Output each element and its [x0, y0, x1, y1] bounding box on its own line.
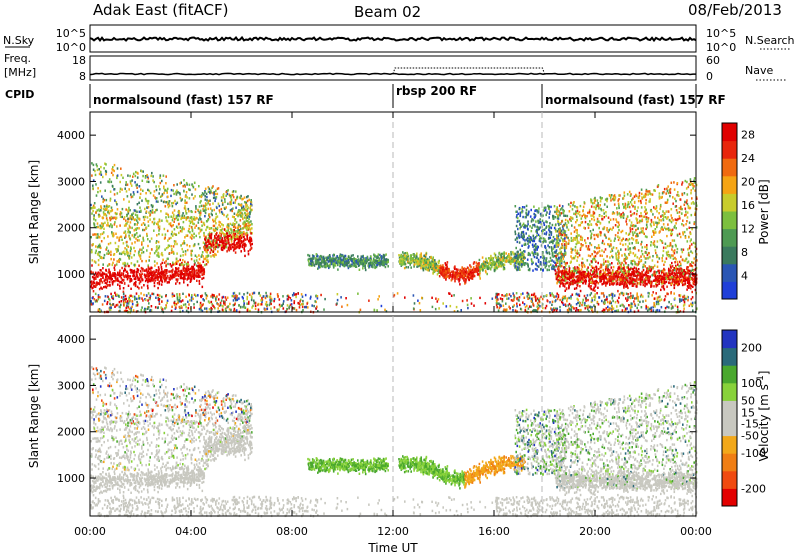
velocity-scatter-cells [90, 366, 698, 517]
velocity-colorbar-tick-15: 15 [741, 407, 755, 420]
station-title: Adak East (fitACF) [93, 1, 228, 19]
velocity-panel: 1000 2000 3000 4000 00:00 04:00 08:00 12:00 16:… [27, 112, 712, 554]
velocity-ytick-label-3000: 3000 [57, 379, 85, 392]
power-ytick-label-3000: 3000 [57, 175, 85, 188]
freq-label: Freq. [4, 52, 31, 65]
velocity-ytick-label-2000: 2000 [57, 426, 85, 439]
x-axis-label: Time UT [367, 541, 418, 554]
velocity-colorbar-swatch-4 [722, 418, 737, 436]
power-colorbar: 4 8 12 16 20 24 28 [722, 123, 755, 300]
nsky-label: N.Sky [3, 34, 35, 47]
velocity-colorbar-swatch-5 [722, 400, 737, 418]
power-colorbar-swatch-6 [722, 176, 737, 194]
power-colorbar-tick-4: 4 [741, 270, 748, 283]
velocity-colorbar-swatch-8 [722, 348, 737, 366]
power-colorbar-swatch-9 [722, 123, 737, 141]
velocity-ytick-label-4000: 4000 [57, 333, 85, 346]
velocity-ytick-label-1000: 1000 [57, 472, 85, 485]
power-colorbar-swatch-8 [722, 141, 737, 159]
x-tick-label-2: 08:00 [276, 525, 308, 538]
velocity-colorbar-swatch-1 [722, 471, 737, 489]
freq-tick-top: 18 [72, 54, 86, 67]
power-colorbar-swatch-2 [722, 246, 737, 264]
velocity-colorbar-swatch-9 [722, 330, 737, 348]
power-scatter-cells [90, 162, 698, 313]
freq-strip-frame [90, 56, 696, 80]
power-colorbar-tick-8: 8 [741, 246, 748, 259]
power-panel: 1000 2000 3000 4000 Slant Range [km] [27, 112, 698, 314]
power-colorbar-label: Power [dB] [757, 179, 771, 244]
x-tick-label-3: 12:00 [377, 525, 409, 538]
velocity-colorbar-label: Velocity [m s-1] [756, 371, 771, 462]
nsearch-label: N.Search [745, 34, 795, 47]
x-tick-label-6: 00:00 [680, 525, 712, 538]
nsearch-tick-bottom: 10^0 [706, 41, 736, 54]
nsky-tick-bottom: 10^0 [56, 41, 86, 54]
nave-tick-bottom: 0 [706, 70, 713, 83]
freq-unit-label: [MHz] [4, 66, 36, 79]
power-colorbar-swatch-5 [722, 193, 737, 211]
cpid-segment-1: normalsound (fast) 157 RF [93, 93, 274, 107]
power-ytick-label-4000: 4000 [57, 129, 85, 142]
power-colorbar-tick-20: 20 [741, 176, 755, 189]
power-ytick-label-1000: 1000 [57, 268, 85, 281]
velocity-colorbar-swatch-0 [722, 488, 737, 506]
x-tick-label-1: 04:00 [175, 525, 207, 538]
velocity-colorbar-tick-50: 50 [741, 394, 755, 407]
freq-tick-bottom: 8 [79, 70, 86, 83]
power-colorbar-swatch-0 [722, 281, 737, 299]
nsearch-tick-top: 10^5 [706, 27, 736, 40]
power-colorbar-tick-12: 12 [741, 223, 755, 236]
power-colorbar-tick-28: 28 [741, 129, 755, 142]
x-tick-label-4: 16:00 [478, 525, 510, 538]
date-title: 08/Feb/2013 [688, 1, 782, 19]
nsky-tick-top: 10^5 [56, 27, 86, 40]
velocity-colorbar-swatch-7 [722, 365, 737, 383]
power-colorbar-tick-24: 24 [741, 152, 755, 165]
power-ytick-label-2000: 2000 [57, 222, 85, 235]
power-colorbar-tick-16: 16 [741, 199, 755, 212]
cpid-label: CPID [5, 88, 34, 101]
power-colorbar-swatch-4 [722, 211, 737, 229]
beam-title: Beam 02 [354, 3, 421, 21]
velocity-colorbar-swatch-3 [722, 436, 737, 454]
power-colorbar-swatch-3 [722, 229, 737, 247]
cpid-segment-3: normalsound (fast) 157 RF [545, 93, 726, 107]
x-tick-label-5: 20:00 [579, 525, 611, 538]
velocity-colorbar-swatch-6 [722, 383, 737, 401]
velocity-colorbar-tick--200: -200 [741, 482, 766, 495]
power-y-label: Slant Range [km] [27, 160, 41, 264]
nave-tick-top: 60 [706, 54, 720, 67]
power-colorbar-swatch-7 [722, 158, 737, 176]
cpid-segment-2: rbsp 200 RF [396, 84, 477, 98]
x-tick-label-0: 00:00 [74, 525, 106, 538]
velocity-colorbar-swatch-2 [722, 453, 737, 471]
velocity-colorbar-tick-200: 200 [741, 342, 762, 355]
power-colorbar-swatch-1 [722, 264, 737, 282]
velocity-y-label: Slant Range [km] [27, 364, 41, 468]
nave-label: Nave [745, 64, 773, 77]
nsky-trace [90, 38, 696, 41]
